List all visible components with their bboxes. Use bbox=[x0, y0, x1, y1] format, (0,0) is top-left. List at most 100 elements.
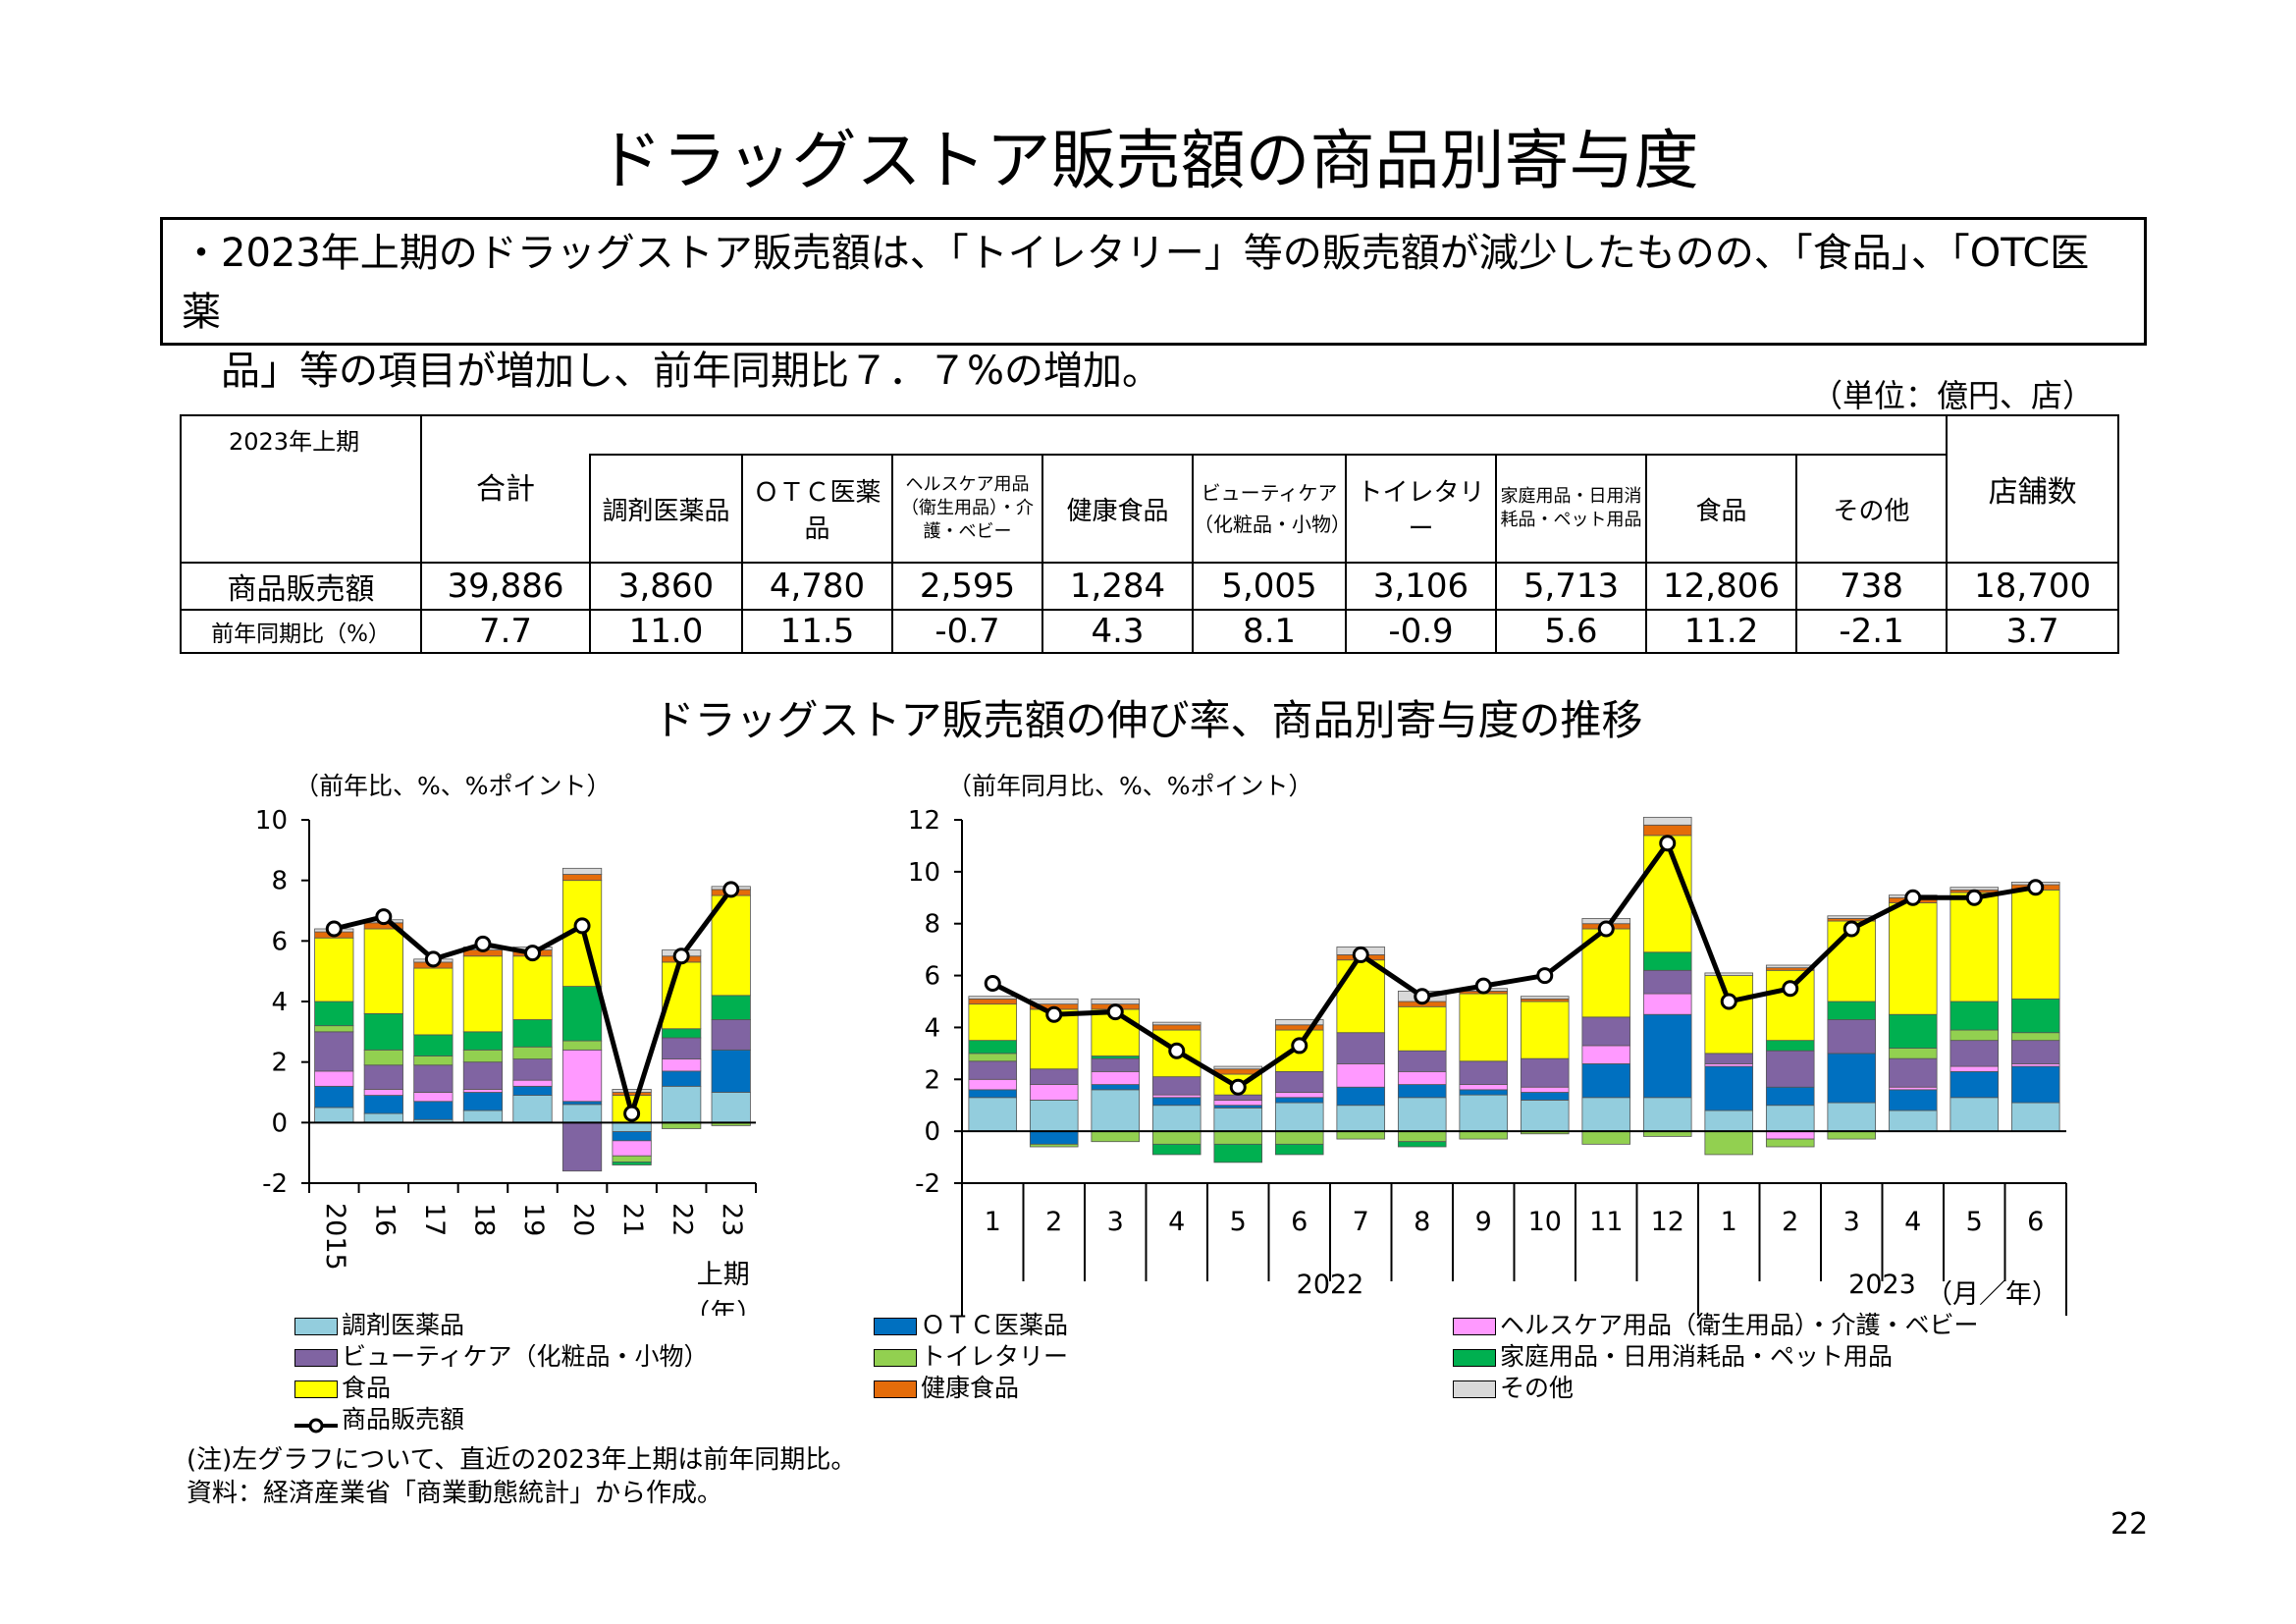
bar-segment-toiletry bbox=[1336, 1130, 1386, 1140]
table-cell: 39,886 bbox=[420, 562, 591, 611]
sales-line-point bbox=[524, 945, 541, 962]
x-tick-label: 3 bbox=[1843, 1207, 1860, 1237]
table-cell: 3,860 bbox=[589, 562, 743, 611]
legend-swatch bbox=[294, 1380, 338, 1398]
legend-item-healthcare: ヘルスケア用品（衛生用品）・介護・ベビー bbox=[1453, 1306, 1979, 1341]
sales-line-point bbox=[1474, 977, 1492, 995]
x-tick-label: 11 bbox=[1589, 1207, 1623, 1237]
bar-segment-otc bbox=[711, 1049, 751, 1093]
bar-segment-otc bbox=[363, 1095, 403, 1114]
unit-note: （単位：億円、店） bbox=[1810, 377, 2094, 414]
legend-label: 調剤医薬品 bbox=[342, 1311, 465, 1339]
bar-segment-toiletry bbox=[314, 1025, 354, 1033]
bar-segment-toiletry bbox=[1397, 1130, 1447, 1143]
table-cell: 7.7 bbox=[420, 609, 591, 654]
x-tick-label: 12 bbox=[1651, 1207, 1684, 1237]
bar-segment-healthcare bbox=[1336, 1063, 1386, 1088]
bar-segment-food bbox=[711, 894, 751, 997]
bar-segment-toiletry bbox=[1888, 1048, 1938, 1059]
bar-segment-beauty bbox=[662, 1037, 702, 1059]
sales-line-point bbox=[1291, 1037, 1308, 1055]
bar-segment-healthcare bbox=[1091, 1070, 1141, 1085]
table-cell: 4.3 bbox=[1041, 609, 1194, 654]
chart-legend: 調剤医薬品 ＯＴＣ医薬品 ヘルスケア用品（衛生用品）・介護・ベビー ビューティケ… bbox=[294, 1306, 1979, 1434]
bar-segment-other bbox=[1213, 1065, 1263, 1070]
table-cell: -0.7 bbox=[891, 609, 1043, 654]
x-tick-label: 5 bbox=[1966, 1207, 1983, 1237]
bar-segment-otc bbox=[1765, 1086, 1815, 1107]
row-label-yoy: 前年同期比（%） bbox=[180, 609, 422, 654]
bar-segment-dispensing bbox=[1274, 1102, 1324, 1132]
bar-segment-healthcare bbox=[561, 1049, 603, 1103]
bar-segment-beauty bbox=[1336, 1032, 1386, 1064]
legend-swatch bbox=[874, 1349, 917, 1367]
sales-line-point bbox=[1965, 889, 1983, 906]
bar-segment-otc bbox=[1520, 1092, 1570, 1101]
bar-segment-toiletry bbox=[512, 1046, 553, 1059]
bar-segment-healthcare bbox=[612, 1140, 652, 1157]
x-tick-label: 23 bbox=[717, 1203, 747, 1236]
bar-segment-healthcare bbox=[413, 1092, 454, 1103]
bar-segment-dispensing bbox=[1581, 1097, 1631, 1132]
bar-segment-dispensing bbox=[1213, 1107, 1263, 1132]
legend-label: ヘルスケア用品（衛生用品）・介護・ベビー bbox=[1500, 1311, 1979, 1339]
legend-swatch bbox=[1453, 1380, 1496, 1398]
legend-swatch bbox=[874, 1380, 917, 1398]
sales-line-point bbox=[672, 947, 690, 965]
bar-segment-otc bbox=[968, 1089, 1018, 1099]
legend-label: その他 bbox=[1500, 1374, 1575, 1402]
bar-segment-otc bbox=[1151, 1097, 1201, 1107]
bar-segment-household bbox=[1213, 1143, 1263, 1164]
bar-segment-beauty bbox=[711, 1019, 751, 1051]
sales-line-point bbox=[722, 881, 740, 898]
bar-segment-beauty bbox=[968, 1060, 1018, 1080]
bar-segment-dispensing bbox=[1949, 1097, 2000, 1132]
bar-segment-dispensing bbox=[462, 1110, 504, 1123]
x-tick-label: 5 bbox=[1230, 1207, 1247, 1237]
bar-segment-healthcare bbox=[462, 1089, 504, 1093]
bar-segment-food bbox=[1459, 993, 1509, 1062]
bar-segment-food bbox=[1336, 959, 1386, 1034]
table-header-row-1: 2023年上期 店舗数 bbox=[180, 414, 2120, 564]
bar-segment-dispensing bbox=[1336, 1105, 1386, 1132]
sales-line-point bbox=[623, 1105, 641, 1122]
bar-segment-toiletry bbox=[1274, 1130, 1324, 1145]
bar-segment-otc bbox=[612, 1131, 652, 1142]
table-header-other: その他 bbox=[1794, 454, 1949, 564]
bar-segment-food bbox=[462, 955, 504, 1033]
bar-segment-otc bbox=[2010, 1065, 2060, 1104]
bar-segment-beauty bbox=[512, 1058, 553, 1081]
bar-segment-beauty bbox=[2010, 1040, 2060, 1064]
y-tick-label: -2 bbox=[262, 1169, 288, 1199]
bar-segment-beauty bbox=[1091, 1057, 1141, 1072]
table-header-food: 食品 bbox=[1645, 454, 1797, 564]
table-cell: 2,595 bbox=[891, 562, 1043, 611]
y-axis-label: （前年比、%、%ポイント） bbox=[294, 772, 612, 800]
x-tick-label: 3 bbox=[1107, 1207, 1124, 1237]
bar-segment-dispensing bbox=[968, 1097, 1018, 1132]
bar-segment-beauty bbox=[1581, 1016, 1631, 1047]
bar-segment-otc bbox=[662, 1070, 702, 1087]
table-header-health-food: 健康食品 bbox=[1041, 454, 1194, 564]
summary-text: ・2023年上期のドラッグストア販売額は、「トイレタリー」等の販売額が減少したも… bbox=[182, 224, 2106, 401]
sales-line-point bbox=[1106, 1003, 1124, 1021]
bar-segment-otc bbox=[1704, 1065, 1754, 1111]
bar-segment-household bbox=[462, 1031, 504, 1051]
bar-segment-beauty bbox=[1704, 1053, 1754, 1064]
bar-segment-household bbox=[512, 1019, 553, 1048]
y-tick-label: 0 bbox=[271, 1109, 288, 1138]
sales-line-point bbox=[1414, 988, 1431, 1005]
y-tick-label: 4 bbox=[271, 988, 288, 1017]
bar-segment-otc bbox=[1459, 1089, 1509, 1096]
bar-segment-other bbox=[968, 996, 1018, 1000]
y-tick-label: 6 bbox=[271, 927, 288, 956]
table-period-label: 2023年上期 bbox=[180, 414, 422, 564]
table-cell: 738 bbox=[1794, 562, 1949, 611]
bar-segment-dispensing bbox=[1397, 1097, 1447, 1132]
bar-segment-household bbox=[2010, 998, 2060, 1034]
legend-swatch bbox=[294, 1349, 338, 1367]
legend-label: 商品販売額 bbox=[342, 1405, 465, 1434]
bar-segment-beauty bbox=[561, 1121, 603, 1172]
bar-segment-beauty bbox=[1274, 1070, 1324, 1093]
y-tick-label: 12 bbox=[908, 806, 940, 836]
